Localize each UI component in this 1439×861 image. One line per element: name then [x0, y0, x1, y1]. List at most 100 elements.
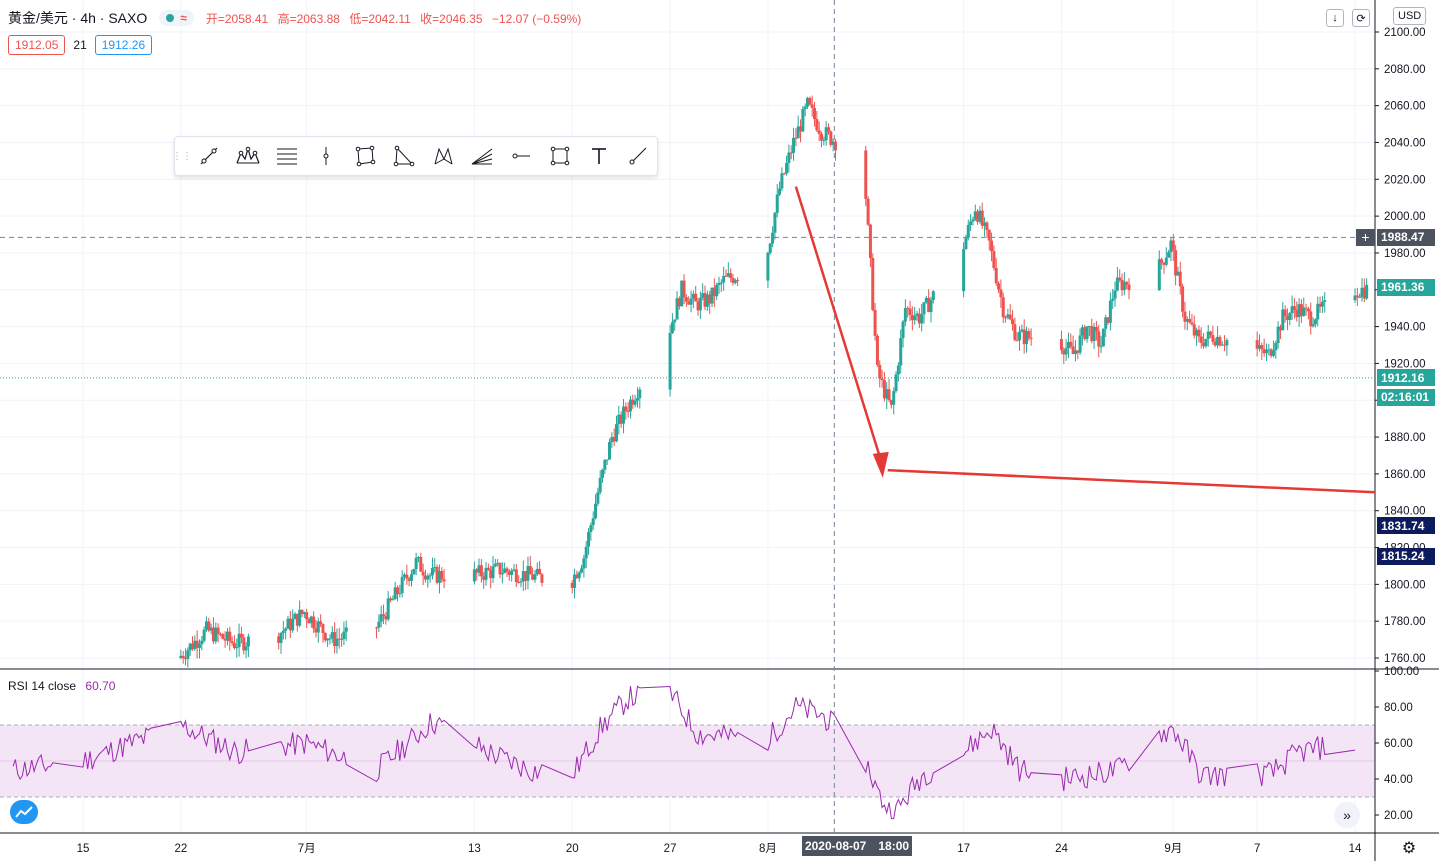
candle-body [915, 313, 919, 317]
candle-body [1306, 308, 1310, 312]
candle-body [871, 258, 875, 310]
drag-handle-icon[interactable]: ⋮⋮ [172, 150, 192, 162]
price-axis-label: 1940.00 [1384, 322, 1426, 334]
candle-body [610, 437, 614, 443]
price-axis-label: 1880.00 [1384, 432, 1426, 444]
sell-price-button[interactable]: 1912.05 [8, 35, 66, 55]
candle-body [708, 294, 712, 304]
candle-body [472, 569, 476, 582]
horizontal-ray-icon[interactable] [501, 137, 540, 175]
candle-body [712, 287, 716, 297]
candle-body [426, 575, 430, 580]
candle-body [680, 280, 684, 307]
candle-body [1202, 342, 1206, 347]
candle-body [1290, 306, 1294, 314]
candle-body [1004, 317, 1008, 319]
candle-body [379, 614, 383, 622]
text-icon[interactable] [579, 137, 618, 175]
candle-body [908, 308, 912, 316]
candle-body [535, 568, 539, 575]
candle-body [985, 222, 989, 230]
symbol-title[interactable]: 黄金/美元 · 4h · SAXO [8, 10, 148, 26]
candle-body [605, 459, 609, 461]
candle-body [628, 399, 632, 412]
candle-body [1274, 342, 1278, 351]
scroll-to-latest-icon[interactable]: » [1334, 802, 1360, 828]
down-arrow-icon[interactable]: ↓ [1326, 9, 1344, 27]
add-alert-plus-icon[interactable]: + [1356, 228, 1375, 246]
price-axis-label: 1920.00 [1384, 358, 1426, 370]
candle-body [440, 571, 444, 580]
candle-body [524, 571, 528, 581]
candle-body [780, 173, 784, 189]
candle-body [1188, 318, 1192, 323]
price-axis-label: 1800.00 [1384, 579, 1426, 591]
pattern-icon[interactable] [228, 137, 267, 175]
refresh-icon[interactable]: ⟳ [1352, 9, 1370, 27]
fib-fan-icon[interactable] [462, 137, 501, 175]
candle-body [638, 389, 642, 399]
candle-body [1080, 327, 1084, 336]
rsi-axis-label: 60.00 [1384, 738, 1413, 750]
candle-body [682, 280, 686, 298]
rsi-axis-label: 80.00 [1384, 702, 1413, 714]
candle-body [580, 568, 584, 573]
candle-body [619, 414, 623, 424]
candle-body [396, 587, 400, 595]
candle-body [626, 411, 630, 413]
rsi-value: 60.70 [85, 679, 116, 693]
time-axis-label: 14 [1349, 843, 1362, 855]
rectangle-icon[interactable] [540, 137, 579, 175]
candle-body [211, 627, 215, 642]
candle-body [696, 301, 700, 311]
candle-body [710, 287, 714, 304]
candle-body [442, 579, 446, 582]
candle-body [899, 338, 903, 366]
candle-body [733, 280, 737, 283]
candle-body [1111, 298, 1115, 301]
candle-body [573, 574, 577, 588]
candle-body [521, 571, 525, 582]
candle-body [1015, 339, 1019, 341]
candle-body [689, 298, 693, 305]
settings-gear-icon[interactable]: ⚙ [1401, 840, 1417, 857]
candle-body [239, 633, 243, 638]
candle-body [775, 194, 779, 213]
candle-body [298, 609, 302, 626]
rsi-legend[interactable]: RSI 14 close 60.70 [8, 679, 115, 693]
fib-retracement-icon[interactable] [267, 137, 306, 175]
buy-price-button[interactable]: 1912.26 [94, 35, 153, 55]
candle-body [796, 126, 800, 139]
market-status[interactable]: ≈ [159, 10, 194, 26]
currency-label[interactable]: USD [1393, 7, 1427, 25]
candle-body [207, 621, 211, 631]
triangle-icon[interactable] [384, 137, 423, 175]
tradingview-logo-icon[interactable] [10, 800, 38, 824]
support-trend-line [887, 468, 1376, 494]
candle-body [570, 582, 574, 588]
ray-icon[interactable] [618, 137, 657, 175]
candle-body [1220, 344, 1224, 346]
time-axis-label: 9月 [1164, 843, 1182, 855]
candle-body [377, 621, 381, 628]
vertical-line-icon[interactable] [306, 137, 345, 175]
candle-body [1257, 345, 1261, 349]
candle-body [931, 291, 935, 301]
candle-body [1358, 296, 1362, 298]
polygon-icon[interactable] [345, 137, 384, 175]
candle-body [1001, 297, 1005, 318]
trend-line-icon[interactable] [189, 137, 228, 175]
candle-body [1355, 295, 1359, 297]
candle-body [1365, 284, 1369, 299]
candle-body [1064, 348, 1068, 355]
candle-body [314, 628, 318, 633]
candle-body [917, 313, 921, 324]
candle-body [344, 627, 348, 632]
candle-body [1085, 326, 1089, 340]
xabcd-icon[interactable] [423, 137, 462, 175]
candle-body [228, 631, 232, 642]
candle-body [920, 314, 924, 324]
candle-body [731, 278, 735, 283]
candle-body [969, 221, 973, 226]
